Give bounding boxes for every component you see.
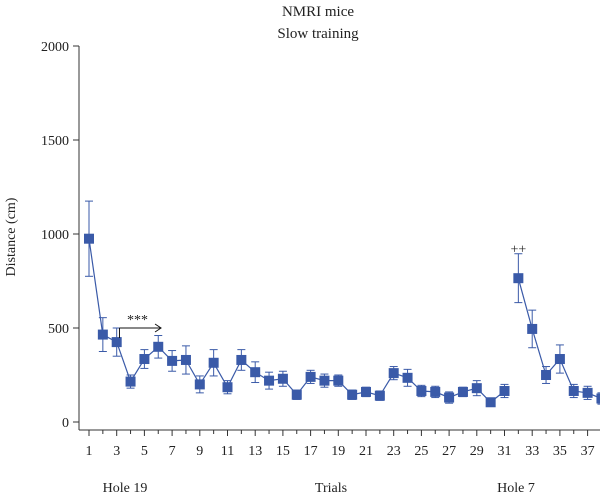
x-tick-label: 27 xyxy=(442,444,456,459)
x-tick-label: 31 xyxy=(498,444,512,459)
data-point xyxy=(97,329,108,340)
x-tick-label: 15 xyxy=(276,444,290,459)
data-point xyxy=(347,389,358,400)
x-tick-label: 29 xyxy=(470,444,484,459)
x-tick-label: 21 xyxy=(359,444,373,459)
data-point xyxy=(250,367,261,378)
x-tick-label: 35 xyxy=(553,444,567,459)
data-point xyxy=(305,371,316,382)
data-point xyxy=(333,375,344,386)
x-tick-label: 19 xyxy=(331,444,345,459)
x-tick-label: 3 xyxy=(113,444,120,459)
data-point xyxy=(527,323,538,334)
data-point xyxy=(194,379,205,390)
data-point xyxy=(430,386,441,397)
chart-title: NMRI mice xyxy=(282,4,354,20)
data-point xyxy=(485,397,496,408)
data-point xyxy=(222,382,233,393)
data-point xyxy=(139,354,150,365)
chart-subtitle: Slow training xyxy=(277,26,359,42)
x-tick-label: 1 xyxy=(86,444,93,459)
data-point xyxy=(236,354,247,365)
x-tick-label: 17 xyxy=(304,444,318,459)
x-tick-label: 37 xyxy=(581,444,595,459)
x-tick-label: 9 xyxy=(196,444,203,459)
x-tick-label: 33 xyxy=(525,444,539,459)
data-point xyxy=(444,392,455,403)
data-point xyxy=(264,375,275,386)
data-point xyxy=(568,385,579,396)
data-point xyxy=(319,375,330,386)
series-line-hole-7 xyxy=(517,278,600,399)
data-point xyxy=(596,393,600,404)
data-point xyxy=(277,373,288,384)
annotation-significance: ++ xyxy=(510,243,526,258)
data-point xyxy=(402,372,413,383)
data-point xyxy=(582,387,593,398)
group-label-hole-7: Hole 7 xyxy=(497,481,535,496)
y-tick-label: 1500 xyxy=(41,134,69,149)
data-point xyxy=(457,386,468,397)
data-point xyxy=(208,357,219,368)
x-axis: 135791113151719212325272931333537394143 xyxy=(79,429,600,459)
series-line-hole-19 xyxy=(88,238,505,404)
y-tick-label: 0 xyxy=(62,416,69,431)
x-tick-label: 13 xyxy=(248,444,262,459)
data-point xyxy=(471,383,482,394)
y-axis-label: Distance (cm) xyxy=(4,197,19,276)
data-point xyxy=(513,273,524,284)
group-label-hole-19: Hole 19 xyxy=(103,481,148,496)
data-point xyxy=(180,354,191,365)
annotation-arrow-head xyxy=(154,323,162,333)
data-point xyxy=(416,385,427,396)
data-point xyxy=(554,354,565,365)
data-point xyxy=(167,355,178,366)
x-tick-label: 11 xyxy=(221,444,234,459)
data-point xyxy=(291,389,302,400)
y-axis: 0 500 1000 1500 2000 xyxy=(41,40,80,431)
x-axis-label: Trials xyxy=(315,481,347,496)
x-tick-label: 23 xyxy=(387,444,401,459)
annotations: *** ++ xyxy=(118,243,526,338)
data-point xyxy=(84,233,94,244)
data-point xyxy=(541,370,552,380)
x-tick-label: 25 xyxy=(414,444,428,459)
data-point xyxy=(125,376,136,387)
x-tick-label: 7 xyxy=(169,444,176,459)
data-point xyxy=(153,341,164,352)
y-tick-label: 2000 xyxy=(41,40,69,55)
y-tick-label: 500 xyxy=(48,322,69,337)
data-series xyxy=(84,200,600,408)
data-point xyxy=(388,368,399,379)
x-tick-label: 5 xyxy=(141,444,148,459)
annotation-significance: *** xyxy=(127,313,148,328)
data-point xyxy=(374,390,385,401)
y-tick-label: 1000 xyxy=(41,228,69,243)
data-point xyxy=(361,386,371,397)
data-point xyxy=(499,385,510,396)
data-point xyxy=(111,337,122,348)
